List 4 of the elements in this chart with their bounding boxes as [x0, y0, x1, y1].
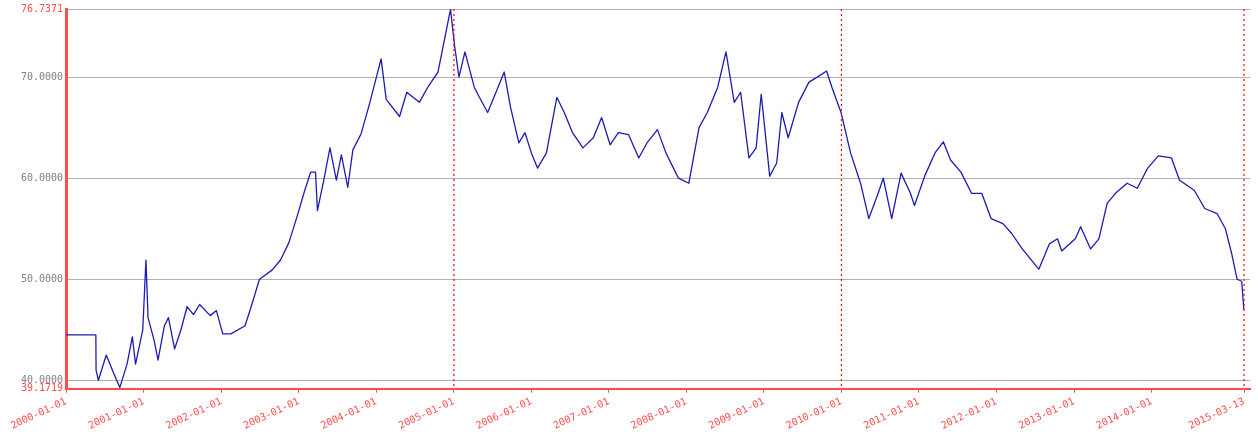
y-tick-label: 76.7371 [20, 2, 64, 14]
y-tick-label: 70.0000 [20, 70, 64, 82]
y-tick-label: 50.0000 [20, 272, 64, 284]
y-tick-label: 60.0000 [20, 171, 64, 183]
